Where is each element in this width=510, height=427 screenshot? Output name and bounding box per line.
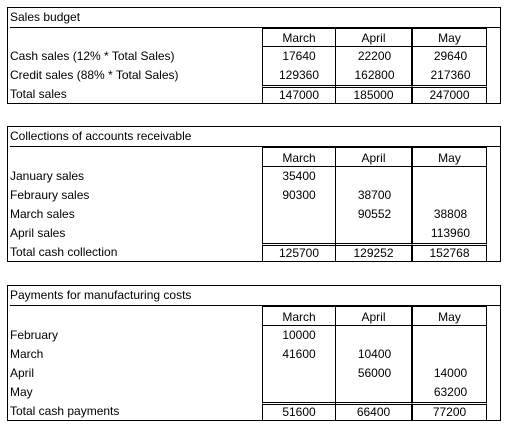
row-label: April <box>10 366 35 380</box>
table-section: Sales budget March April May Cash sales (12%… <box>7 7 501 104</box>
row-label: January sales <box>10 169 85 183</box>
column-rule <box>335 47 412 85</box>
value-cell: 90300 <box>282 188 316 202</box>
value-cell <box>413 167 488 186</box>
column-header: May <box>412 306 487 326</box>
table-section: Payments for manufacturing costs March Apr… <box>7 285 501 421</box>
value-cell: 38700 <box>357 188 392 202</box>
value-cell: 14000 <box>433 366 468 380</box>
section-title: Sales budget <box>10 8 500 28</box>
value-cell: 17640 <box>282 49 316 63</box>
row-label: March sales <box>10 207 75 221</box>
total-cell: 125700 <box>262 243 336 262</box>
total-cell: 147000 <box>262 85 336 104</box>
column-header: May <box>412 147 487 167</box>
column-header: April <box>335 28 412 47</box>
value-cell <box>413 345 488 364</box>
column-rule <box>412 167 487 243</box>
total-label: Total cash payments <box>10 404 120 418</box>
value-cell: 10000 <box>282 328 316 342</box>
row-label: February <box>10 328 59 342</box>
column-rule <box>335 326 412 402</box>
total-cell: 129252 <box>335 243 412 262</box>
section-title: Payments for manufacturing costs <box>10 286 500 306</box>
column-header: March <box>262 28 336 47</box>
row-label: Febraury sales <box>10 188 90 202</box>
value-cell: 129360 <box>278 68 320 82</box>
value-cell: 217360 <box>430 68 471 82</box>
total-cell: 51600 <box>262 402 336 421</box>
value-cell <box>413 186 488 205</box>
total-label: Total sales <box>10 87 67 101</box>
column-rule <box>412 47 487 85</box>
column-header: May <box>412 28 487 47</box>
column-header: April <box>335 306 412 326</box>
value-cell: 35400 <box>282 169 316 183</box>
total-label: Total cash collection <box>10 245 118 259</box>
table-section: Collections of accounts receivable March A… <box>7 126 501 262</box>
value-cell: 29640 <box>433 49 468 63</box>
total-cell: 66400 <box>335 402 412 421</box>
value-cell: 10400 <box>357 347 392 361</box>
value-cell <box>336 167 413 186</box>
row-label: Credit sales (88% * Total Sales) <box>10 68 179 82</box>
value-cell <box>262 364 336 383</box>
row-label: May <box>10 385 33 399</box>
value-cell: 41600 <box>282 347 316 361</box>
value-cell: 22200 <box>357 49 392 63</box>
value-cell <box>336 224 413 243</box>
section-title: Collections of accounts receivable <box>10 127 500 147</box>
total-cell: 152768 <box>412 243 487 262</box>
value-cell <box>413 326 488 345</box>
row-label: March <box>10 347 44 361</box>
column-header: March <box>262 147 336 167</box>
column-rule <box>412 326 487 402</box>
value-cell: 162800 <box>354 68 395 82</box>
total-cell: 247000 <box>412 85 487 104</box>
value-cell: 90552 <box>357 207 392 221</box>
value-cell <box>336 383 413 402</box>
value-cell <box>336 326 413 345</box>
value-cell <box>262 224 336 243</box>
value-cell: 113960 <box>430 226 471 240</box>
column-header: March <box>262 306 336 326</box>
row-label: April sales <box>10 226 66 240</box>
column-header: April <box>335 147 412 167</box>
value-cell <box>262 383 336 402</box>
total-cell: 77200 <box>412 402 487 421</box>
value-cell: 56000 <box>357 366 392 380</box>
column-rule <box>335 167 412 243</box>
value-cell <box>262 205 336 224</box>
value-cell: 63200 <box>433 385 468 399</box>
value-cell: 38808 <box>433 207 468 221</box>
row-label: Cash sales (12% * Total Sales) <box>10 49 175 63</box>
total-cell: 185000 <box>335 85 412 104</box>
